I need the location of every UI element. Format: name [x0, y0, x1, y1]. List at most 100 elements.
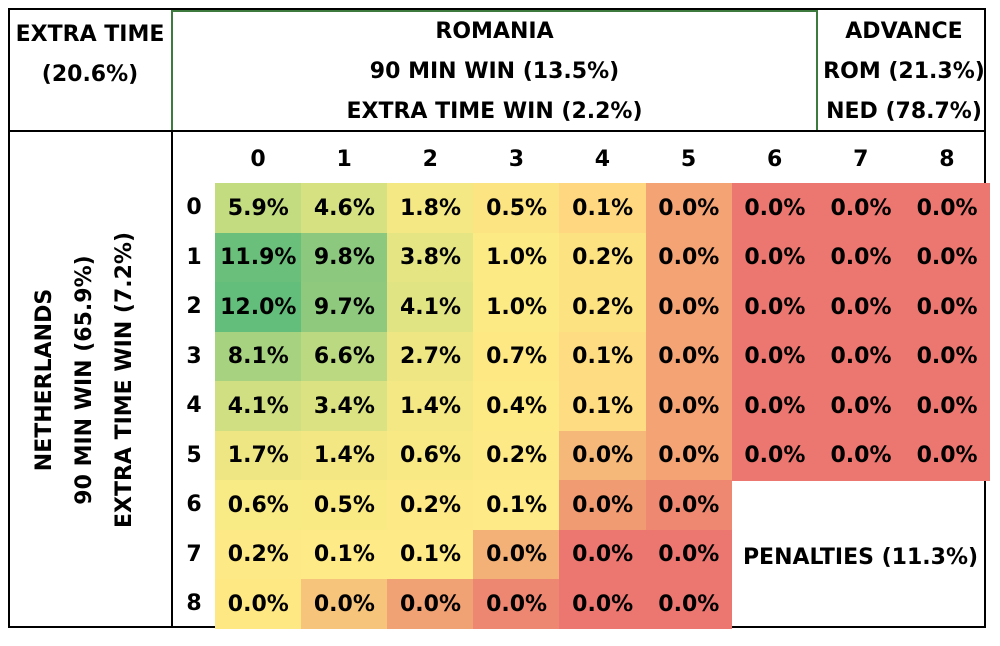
heatmap-cell: 0.0% [903, 232, 991, 283]
heatmap-cell: 0.0% [903, 381, 991, 431]
heatmap-cell: 0.0% [645, 381, 733, 431]
heatmap-cell: 0.1% [559, 331, 646, 382]
netherlands-title: NETHERLANDS [32, 288, 57, 472]
heatmap-cell: 0.0% [817, 430, 905, 481]
heatmap-cell: 8.1% [215, 331, 302, 382]
netherlands-extra-time-win: EXTRA TIME WIN (7.2%) [112, 231, 137, 529]
romania-extra-time-win: EXTRA TIME WIN (2.2%) [346, 99, 643, 124]
row-header-6: 6 [186, 492, 202, 518]
heatmap-cell: 0.0% [301, 579, 388, 629]
romania-title: ROMANIA [435, 19, 554, 44]
column-header-3: 3 [508, 146, 524, 172]
heatmap-cell: 0.7% [473, 331, 560, 382]
heatmap-cell: 0.1% [473, 480, 560, 530]
heatmap-cell: 0.6% [387, 430, 474, 481]
heatmap-cell: 4.6% [301, 183, 388, 233]
heatmap-cell: 0.0% [559, 579, 646, 629]
heatmap-cell: 0.2% [473, 430, 560, 481]
heatmap-cell: 1.0% [473, 282, 560, 332]
heatmap-cell: 2.7% [387, 331, 474, 382]
heatmap-cell: 0.0% [731, 430, 819, 481]
heatmap-cell: 0.0% [731, 331, 819, 382]
row-header-5: 5 [186, 442, 202, 468]
heatmap-cell: 0.4% [473, 381, 560, 431]
heatmap-cell: 1.8% [387, 183, 474, 233]
column-header-5: 5 [680, 146, 697, 172]
heatmap-cell: 0.0% [903, 331, 991, 382]
heatmap-cell: 0.0% [817, 381, 905, 431]
romania-header: ROMANIA 90 MIN WIN (13.5%) EXTRA TIME WI… [172, 12, 817, 132]
heatmap-cell: 0.0% [817, 331, 905, 382]
extra-time-title: EXTRA TIME [15, 22, 165, 47]
column-header-8: 8 [939, 146, 955, 172]
row-label-divider [171, 130, 173, 628]
heatmap-cell: 0.0% [473, 579, 560, 629]
heatmap-cell: 0.2% [559, 232, 646, 283]
heatmap-cell: 0.0% [817, 232, 905, 283]
heatmap-cell: 0.0% [559, 480, 646, 530]
heatmap-cell: 0.0% [731, 381, 819, 431]
heatmap-cell: 0.0% [387, 579, 474, 629]
heatmap-cell: 9.7% [301, 282, 388, 332]
netherlands-90min-win: 90 MIN WIN (65.9%) [72, 255, 97, 505]
heatmap-cell: 0.0% [731, 282, 819, 332]
romania-90min-win: 90 MIN WIN (13.5%) [369, 59, 620, 84]
heatmap-cell: 6.6% [301, 331, 388, 382]
advance-netherlands: NED (78.7%) [826, 99, 982, 124]
heatmap-cell: 0.5% [473, 183, 560, 233]
advance-title: ADVANCE [845, 19, 963, 44]
heatmap-cell: 3.4% [301, 381, 388, 431]
advance-romania: ROM (21.3%) [823, 59, 985, 84]
extra-time-header: EXTRA TIME (20.6%) [10, 15, 170, 95]
column-header-6: 6 [766, 146, 783, 172]
heatmap-cell: 0.5% [301, 480, 388, 530]
heatmap-cell: 5.9% [215, 183, 302, 233]
extra-time-percent: (20.6%) [41, 62, 139, 87]
heatmap-cell: 1.7% [215, 430, 302, 481]
heatmap-cell: 0.0% [903, 430, 991, 481]
row-header-1: 1 [186, 244, 202, 270]
heatmap-cell: 0.2% [559, 282, 646, 332]
heatmap-cell: 0.6% [215, 480, 302, 530]
header-divider [10, 130, 986, 132]
heatmap-cell: 0.0% [559, 430, 646, 481]
row-header-8: 8 [186, 591, 202, 617]
heatmap-cell: 0.0% [817, 183, 905, 233]
heatmap-cell: 4.1% [387, 282, 474, 332]
heatmap-cell: 1.4% [301, 430, 388, 481]
heatmap-cell: 0.0% [645, 183, 733, 233]
heatmap-cell: 1.4% [387, 381, 474, 431]
heatmap-cell: 0.0% [645, 430, 733, 481]
heatmap-cell: 0.1% [559, 183, 646, 233]
heatmap-cell: 1.0% [473, 232, 560, 283]
heatmap-cell: 0.0% [645, 579, 733, 629]
row-header-0: 0 [186, 195, 202, 221]
heatmap-cell: 0.0% [817, 282, 905, 332]
heatmap-cell: 0.0% [645, 480, 733, 530]
heatmap-cell: 11.9% [215, 232, 302, 283]
heatmap-cell: 0.0% [215, 579, 302, 629]
heatmap-cell: 4.1% [215, 381, 302, 431]
column-header-0: 0 [250, 146, 266, 172]
heatmap-cell: 0.0% [559, 529, 646, 580]
heatmap-cell: 0.0% [731, 232, 819, 283]
column-header-4: 4 [594, 146, 611, 172]
advance-header: ADVANCE ROM (21.3%) NED (78.7%) [820, 12, 988, 132]
heatmap-cell: 0.0% [645, 331, 733, 382]
penalties-label: PENALTIES (11.3%) [742, 544, 979, 570]
row-header-3: 3 [186, 343, 202, 369]
column-header-2: 2 [422, 146, 438, 172]
heatmap-cell: 0.0% [473, 529, 560, 580]
heatmap-cell: 12.0% [215, 282, 302, 332]
heatmap-cell: 0.0% [645, 232, 733, 283]
heatmap-cell: 3.8% [387, 232, 474, 283]
heatmap-cell: 9.8% [301, 232, 388, 283]
heatmap-cell: 0.1% [301, 529, 388, 580]
heatmap-cell: 0.2% [387, 480, 474, 530]
heatmap-cell: 0.0% [903, 282, 991, 332]
column-header-1: 1 [336, 146, 352, 172]
heatmap-cell: 0.1% [559, 381, 646, 431]
row-header-2: 2 [186, 294, 202, 320]
heatmap-cell: 0.2% [215, 529, 302, 580]
heatmap-cell: 0.1% [387, 529, 474, 580]
